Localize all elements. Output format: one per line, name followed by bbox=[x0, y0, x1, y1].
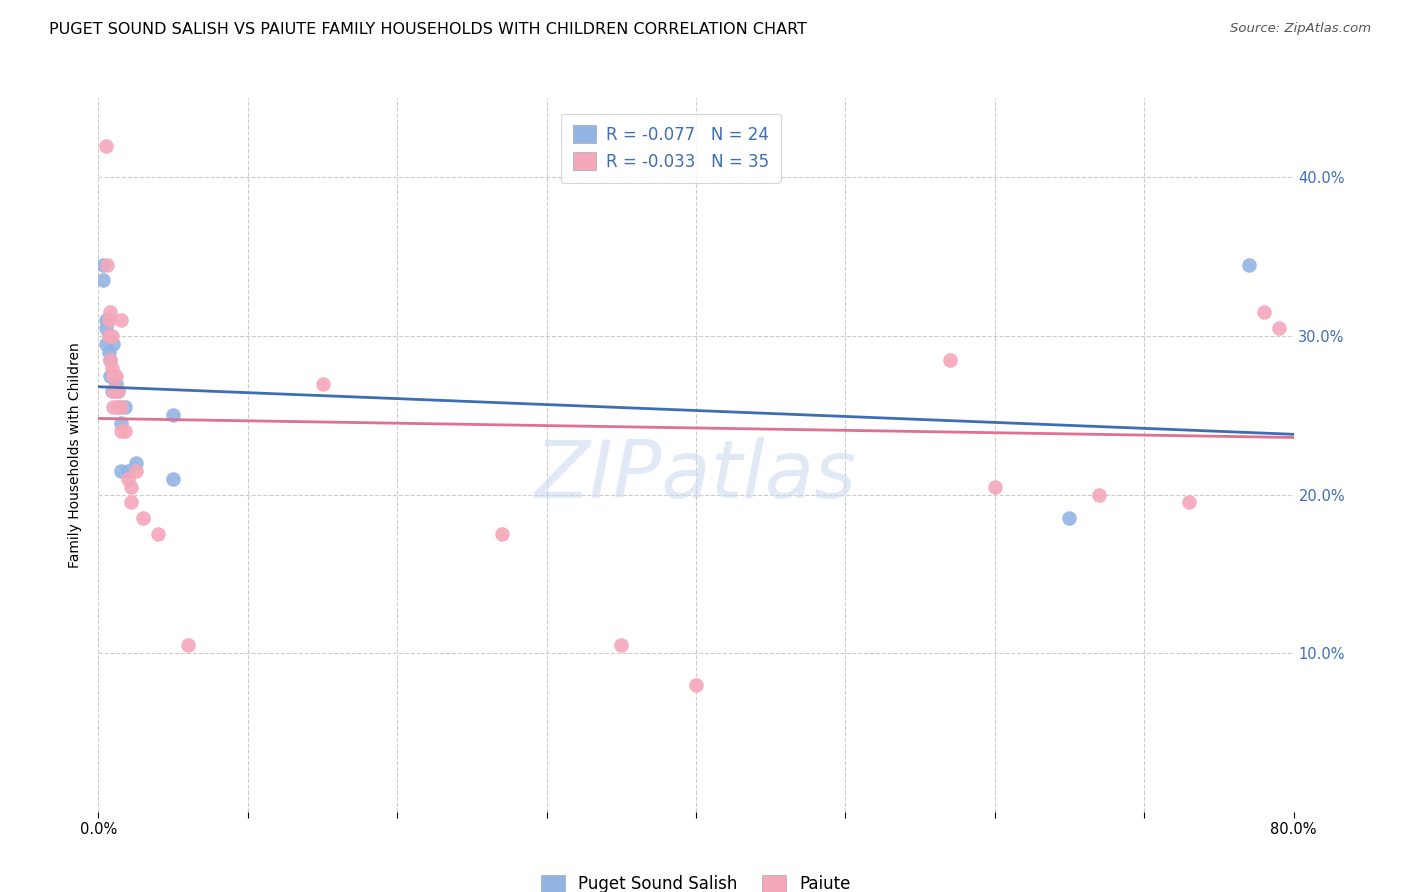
Point bbox=[101, 384, 124, 399]
Point bbox=[132, 511, 155, 525]
Y-axis label: Family Households with Children: Family Households with Children bbox=[69, 342, 83, 568]
Point bbox=[311, 376, 333, 391]
Point bbox=[110, 424, 132, 438]
Point bbox=[148, 527, 170, 541]
Point bbox=[100, 305, 122, 319]
Point bbox=[939, 352, 962, 367]
Point bbox=[117, 464, 139, 478]
Point bbox=[177, 638, 200, 652]
Point bbox=[1253, 305, 1275, 319]
Point bbox=[1267, 321, 1289, 335]
Point bbox=[107, 384, 129, 399]
Point bbox=[103, 368, 125, 383]
Point bbox=[97, 344, 120, 359]
Point bbox=[103, 384, 125, 399]
Point bbox=[610, 638, 633, 652]
Point bbox=[100, 368, 122, 383]
Point bbox=[100, 352, 122, 367]
Point bbox=[91, 273, 114, 287]
Point bbox=[91, 258, 114, 272]
Point bbox=[984, 480, 1007, 494]
Point bbox=[110, 464, 132, 478]
Point bbox=[110, 416, 132, 430]
Point bbox=[162, 409, 184, 423]
Point bbox=[125, 456, 148, 470]
Point bbox=[94, 321, 117, 335]
Point bbox=[125, 464, 148, 478]
Text: ZIPatlas: ZIPatlas bbox=[534, 437, 858, 516]
Point bbox=[491, 527, 513, 541]
Point bbox=[105, 376, 128, 391]
Point bbox=[114, 424, 136, 438]
Point bbox=[117, 472, 139, 486]
Point bbox=[100, 352, 122, 367]
Point bbox=[685, 678, 707, 692]
Point bbox=[120, 495, 142, 509]
Point bbox=[96, 258, 118, 272]
Point bbox=[101, 368, 124, 383]
Point bbox=[94, 337, 117, 351]
Point bbox=[94, 138, 117, 153]
Point bbox=[110, 401, 132, 415]
Point bbox=[105, 368, 128, 383]
Point bbox=[107, 401, 129, 415]
Point bbox=[107, 401, 129, 415]
Legend: Puget Sound Salish, Paiute: Puget Sound Salish, Paiute bbox=[533, 866, 859, 892]
Point bbox=[103, 401, 125, 415]
Text: Source: ZipAtlas.com: Source: ZipAtlas.com bbox=[1230, 22, 1371, 36]
Point bbox=[1178, 495, 1201, 509]
Point bbox=[101, 329, 124, 343]
Point bbox=[1088, 487, 1111, 501]
Point bbox=[1237, 258, 1260, 272]
Point bbox=[114, 401, 136, 415]
Point bbox=[107, 384, 129, 399]
Point bbox=[162, 472, 184, 486]
Point bbox=[94, 313, 117, 327]
Point bbox=[103, 337, 125, 351]
Point bbox=[97, 313, 120, 327]
Point bbox=[97, 329, 120, 343]
Point bbox=[97, 329, 120, 343]
Point bbox=[110, 313, 132, 327]
Point bbox=[120, 480, 142, 494]
Text: PUGET SOUND SALISH VS PAIUTE FAMILY HOUSEHOLDS WITH CHILDREN CORRELATION CHART: PUGET SOUND SALISH VS PAIUTE FAMILY HOUS… bbox=[49, 22, 807, 37]
Point bbox=[101, 360, 124, 375]
Point bbox=[1059, 511, 1081, 525]
